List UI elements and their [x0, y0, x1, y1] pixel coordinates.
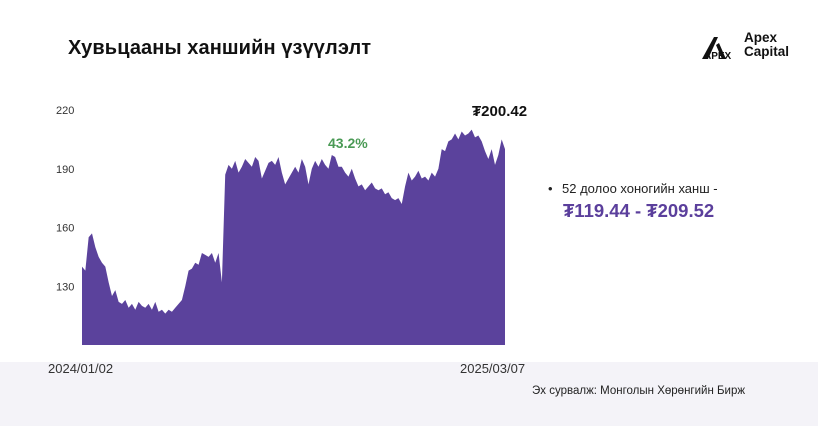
price-area-chart: 130 160 190 220 [56, 105, 505, 345]
apex-logo-icon: APEX [702, 37, 732, 61]
logo-wordmark: Apex Capital [744, 31, 789, 59]
y-tick-label: 190 [56, 164, 74, 176]
last-price-label: ₮200.42 [472, 103, 528, 120]
chart-title: Хувьцааны ханшийн үзүүлэлт [68, 37, 372, 59]
y-axis-ticks: 130 160 190 220 [56, 105, 74, 293]
y-tick-label: 160 [56, 223, 74, 235]
source-note: Эх сурвалж: Монголын Хөрөнгийн Бирж [532, 385, 746, 397]
range-value: ₮119.44 - ₮209.52 [563, 200, 715, 221]
change-percent-label: 43.2% [328, 135, 368, 151]
logo-mark-text: APEX [704, 51, 732, 61]
apex-capital-logo: APEX Apex Capital [700, 31, 810, 63]
price-area [82, 129, 505, 345]
footer-band [0, 362, 818, 426]
range-label: 52 долоо хоногийн ханш - [548, 181, 718, 196]
logo-line-1: Apex [744, 30, 778, 45]
y-tick-label: 130 [56, 281, 74, 293]
y-tick-label: 220 [56, 105, 74, 117]
x-start-label: 2024/01/02 [48, 361, 114, 376]
x-end-label: 2025/03/07 [460, 361, 526, 376]
range-label-text: 52 долоо хоногийн ханш - [562, 181, 718, 196]
logo-line-2: Capital [744, 44, 790, 59]
